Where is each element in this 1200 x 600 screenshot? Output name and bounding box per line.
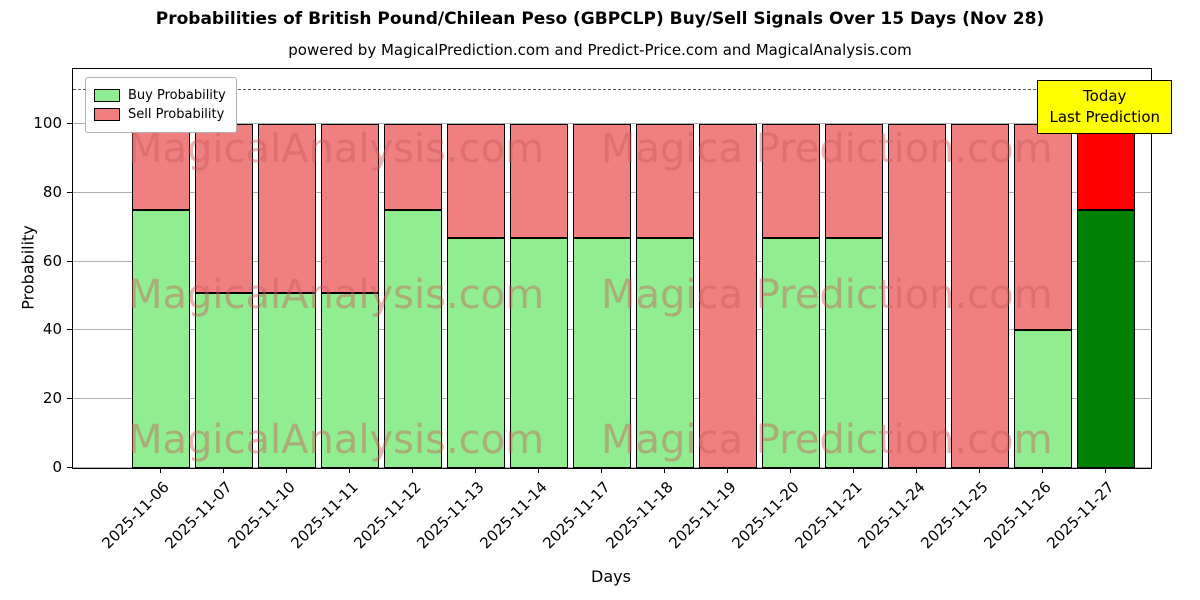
- sell-bar-segment: [320, 124, 379, 293]
- buy-bar-segment: [446, 237, 505, 468]
- sell-bar-segment: [824, 124, 883, 238]
- sell-bar-segment: [194, 124, 253, 293]
- x-tick-mark: [348, 468, 350, 473]
- x-tick-mark: [159, 468, 161, 473]
- y-axis-label: Probability: [18, 225, 38, 310]
- legend-swatch: [94, 108, 120, 121]
- annotation-line: Today: [1083, 87, 1127, 105]
- bars-layer: [73, 69, 1151, 468]
- today-annotation: Today Last Prediction: [1037, 80, 1172, 134]
- y-tick-mark: [67, 260, 72, 262]
- legend-label: Sell Probability: [128, 107, 225, 122]
- x-tick-mark: [915, 468, 917, 473]
- buy-bar-segment: [194, 292, 253, 468]
- buy-bar-segment: [761, 237, 820, 468]
- sell-bar-segment: [950, 124, 1009, 468]
- buy-bar-segment: [824, 237, 883, 468]
- buy-bar-segment: [320, 292, 379, 468]
- x-tick-mark: [978, 468, 980, 473]
- buy-bar-segment: [509, 237, 568, 468]
- y-tick-mark: [67, 467, 72, 468]
- chart-title: Probabilities of British Pound/Chilean P…: [155, 9, 1045, 29]
- sell-bar-segment: [509, 124, 568, 238]
- sell-bar-segment: [383, 124, 442, 211]
- sell-bar-segment: [446, 124, 505, 238]
- x-tick-mark: [1104, 468, 1106, 473]
- x-tick-mark: [789, 468, 791, 473]
- y-tick-mark: [67, 329, 72, 331]
- y-tick-mark: [67, 398, 72, 400]
- sell-bar-segment: [887, 124, 946, 468]
- sell-bar-segment: [761, 124, 820, 238]
- y-tick-label: 0: [52, 458, 62, 476]
- legend: Buy Probability Sell Probability: [85, 77, 237, 133]
- x-tick-mark: [852, 468, 854, 473]
- buy-bar-segment: [635, 237, 694, 468]
- x-tick-mark: [726, 468, 728, 473]
- y-tick-label: 20: [42, 389, 62, 408]
- x-tick-mark: [537, 468, 539, 473]
- legend-item: Buy Probability: [94, 88, 226, 103]
- plot-area: MagicalAnalysis.com Magica Prediction.com…: [72, 68, 1152, 469]
- buy-bar-segment: [572, 237, 631, 468]
- x-tick-mark: [222, 468, 224, 473]
- chart-subtitle: powered by MagicalPrediction.com and Pre…: [288, 41, 912, 59]
- sell-bar-segment: [1076, 124, 1135, 211]
- gridline: [73, 123, 1151, 125]
- y-tick-label: 40: [42, 320, 62, 339]
- legend-item: Sell Probability: [94, 107, 226, 122]
- y-tick-mark: [67, 191, 72, 193]
- y-tick-label: 100: [33, 114, 62, 133]
- x-tick-mark: [663, 468, 665, 473]
- sell-bar-segment: [257, 124, 316, 293]
- sell-bar-segment: [635, 124, 694, 238]
- sell-bar-segment: [698, 124, 757, 468]
- x-tick-mark: [600, 468, 602, 473]
- x-axis-label: Days: [591, 567, 631, 586]
- sell-bar-segment: [131, 124, 190, 211]
- buy-bar-segment: [131, 210, 190, 468]
- x-tick-mark: [474, 468, 476, 473]
- legend-swatch: [94, 89, 120, 102]
- x-tick-mark: [411, 468, 413, 473]
- annotation-line: Last Prediction: [1049, 108, 1160, 126]
- sell-bar-segment: [1013, 124, 1072, 331]
- x-tick-mark: [1041, 468, 1043, 473]
- y-tick-mark: [67, 123, 72, 125]
- sell-bar-segment: [572, 124, 631, 238]
- y-tick-label: 80: [42, 182, 62, 201]
- y-tick-label: 60: [42, 251, 62, 270]
- buy-bar-segment: [383, 210, 442, 468]
- dashed-threshold-line: [73, 88, 1151, 90]
- buy-bar-segment: [257, 292, 316, 468]
- x-tick-mark: [285, 468, 287, 473]
- buy-bar-segment: [1076, 210, 1135, 468]
- buy-bar-segment: [1013, 330, 1072, 468]
- legend-label: Buy Probability: [128, 88, 226, 103]
